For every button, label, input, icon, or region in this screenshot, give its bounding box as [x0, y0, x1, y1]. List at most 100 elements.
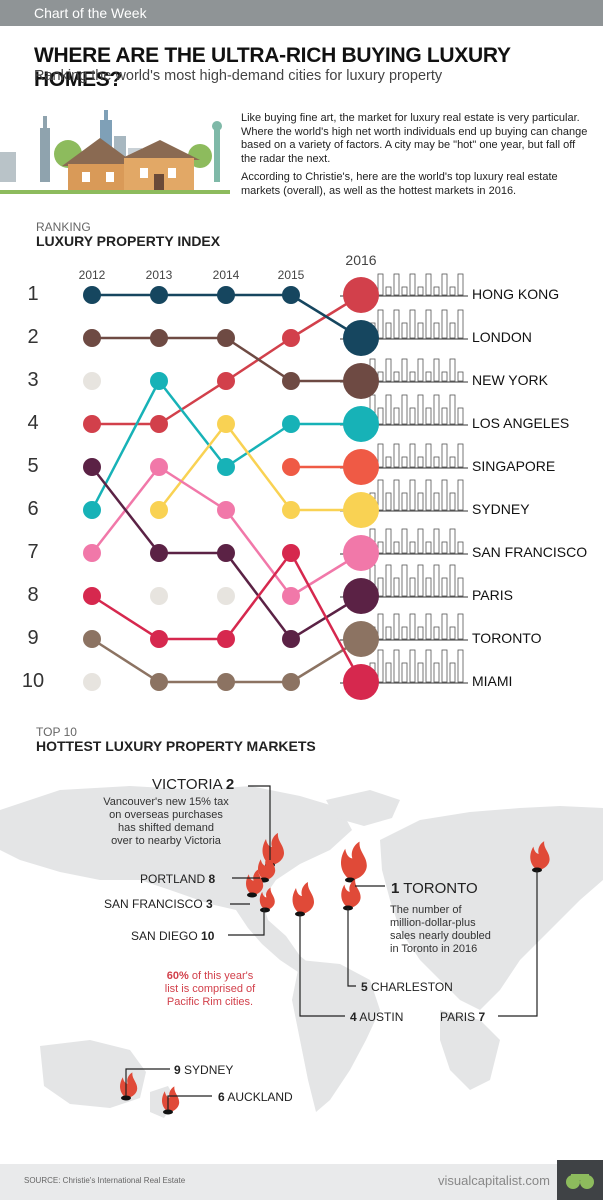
year-label: 2014 — [212, 268, 240, 282]
skyline-building — [457, 541, 464, 554]
skyline-building — [401, 394, 408, 425]
rank-label: 4 — [27, 412, 39, 434]
unranked-dot — [217, 587, 235, 605]
skyline-building — [449, 662, 456, 683]
skyline-building — [433, 528, 440, 554]
data-point — [282, 587, 300, 605]
data-point — [282, 501, 300, 519]
skyline-building — [401, 492, 408, 511]
skyline-building — [457, 407, 464, 425]
note-line: Vancouver's new 15% tax — [103, 796, 229, 808]
data-point — [343, 363, 379, 399]
data-point — [83, 286, 101, 304]
data-point — [343, 449, 379, 485]
skyline-building — [449, 492, 456, 511]
skyline-building — [449, 456, 456, 468]
data-point — [150, 458, 168, 476]
data-point — [83, 458, 101, 476]
toronto-flame-icon — [341, 841, 367, 880]
skyline-building — [409, 649, 416, 683]
skyline-building — [377, 273, 384, 296]
skyline-building — [425, 541, 432, 554]
rank-label: 9 — [27, 627, 39, 649]
city-label: HONG KONG — [472, 286, 560, 302]
data-point — [217, 372, 235, 390]
skyline-building — [409, 577, 416, 597]
sydney-flame-icon — [120, 1072, 138, 1098]
skyline-building — [433, 286, 440, 296]
skyline-building — [409, 407, 416, 425]
data-point — [83, 587, 101, 605]
skyline-building — [401, 358, 408, 382]
austin-flame-icon — [292, 882, 314, 914]
skyline-building — [377, 309, 384, 339]
note-line: over to nearby Victoria — [111, 835, 221, 847]
skyline-building — [441, 613, 448, 640]
skyline-building — [393, 479, 400, 511]
markets-kicker: TOP 10 — [36, 725, 77, 739]
series-line — [225, 509, 292, 597]
rank-label: 5 — [27, 455, 39, 477]
sydney-rank: 9 — [174, 1063, 181, 1077]
city-label: SINGAPORE — [472, 458, 556, 474]
skyline-building — [385, 322, 392, 339]
note-line: Pacific Rim cities. — [166, 996, 254, 1008]
skyline-building — [393, 371, 400, 382]
data-point — [150, 372, 168, 390]
san-diego-city: SAN DIEGO — [131, 929, 198, 943]
series-line — [91, 637, 160, 684]
skyline-building — [417, 322, 424, 339]
auckland-rank: 6 — [218, 1090, 225, 1104]
flame-base — [163, 1109, 173, 1115]
portland-label: PORTLAND 8 — [140, 872, 215, 886]
page-subtitle: Ranking the world's most high-demand cit… — [34, 68, 443, 84]
data-point — [83, 415, 101, 433]
austin-city: AUSTIN — [359, 1010, 404, 1024]
toronto-rank: 1 — [391, 880, 400, 897]
san-francisco-label: SAN FRANCISCO 3 — [104, 897, 213, 911]
skyline-building — [457, 309, 464, 339]
data-point — [150, 673, 168, 691]
skyline-building — [377, 613, 384, 640]
skyline-building — [393, 577, 400, 597]
flame-base — [260, 907, 270, 913]
charleston-leader-line — [347, 908, 356, 987]
skyline-building — [401, 456, 408, 468]
data-point — [343, 406, 379, 442]
san-diego-label: SAN DIEGO 10 — [131, 929, 214, 943]
skyline-building — [441, 577, 448, 597]
portland-city: PORTLAND — [140, 872, 206, 886]
skyline-building — [401, 528, 408, 554]
data-point — [282, 415, 300, 433]
data-point — [343, 320, 379, 356]
luxury-property-index-chart — [83, 273, 468, 700]
charleston-rank: 5 — [361, 980, 368, 994]
data-point — [282, 458, 300, 476]
san-francisco-city: SAN FRANCISCO — [104, 897, 203, 911]
skyline-building — [417, 286, 424, 296]
skyline-building — [385, 492, 392, 511]
data-point — [282, 544, 300, 562]
pacific-pct: 60% — [166, 970, 189, 982]
brand-link[interactable]: visualcapitalist.com — [438, 1173, 550, 1188]
toronto-city: TORONTO — [403, 880, 478, 897]
austin-label: 4 AUSTIN — [350, 1010, 403, 1024]
skyline-building — [433, 662, 440, 683]
rank-label: 7 — [27, 541, 39, 563]
skyline-building — [385, 394, 392, 425]
skyline-building — [401, 286, 408, 296]
city-label: SAN FRANCISCO — [472, 544, 588, 560]
note-line: The number of — [390, 904, 462, 916]
skyline-building — [417, 358, 424, 382]
skyline-building — [433, 456, 440, 468]
data-point — [343, 535, 379, 571]
note-line: 60% of this year's — [130, 970, 290, 983]
skyline-building — [401, 662, 408, 683]
skyline-building — [457, 577, 464, 597]
skyline-building — [449, 528, 456, 554]
unranked-dot — [150, 587, 168, 605]
skyline-building — [417, 528, 424, 554]
series-line — [91, 466, 160, 554]
city-label: LOS ANGELES — [472, 415, 570, 431]
ranking-title: LUXURY PROPERTY INDEX — [36, 233, 221, 249]
